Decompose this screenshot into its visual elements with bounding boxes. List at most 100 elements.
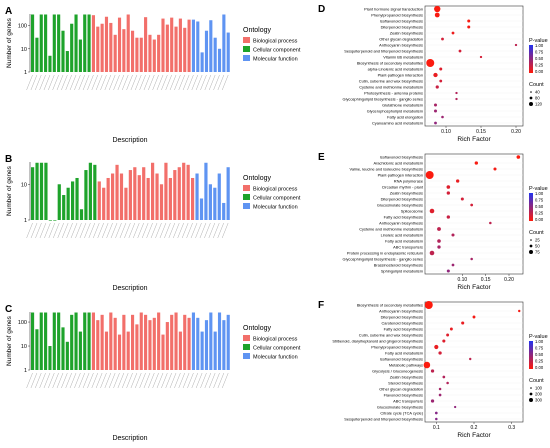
bar	[57, 184, 61, 220]
x-tick-label-glyph	[108, 372, 116, 389]
bar	[79, 209, 84, 220]
bar	[208, 184, 212, 220]
x-tick-label-glyph	[66, 222, 73, 239]
x-tick-label-glyph	[177, 222, 184, 239]
x-tick-label-glyph	[156, 372, 164, 389]
bar	[161, 334, 165, 370]
x-axis-title: Description	[112, 435, 147, 442]
count-legend-label: 100	[535, 386, 543, 391]
pvalue-tick-label: 0.50	[535, 56, 544, 61]
x-tick-label-glyph	[152, 74, 159, 91]
x-tick-label-glyph	[117, 74, 125, 91]
bar	[96, 320, 100, 370]
term-label: Sesquiterpenoid and triterpenoid biosynt…	[344, 49, 423, 54]
x-tick-label-glyph	[135, 372, 142, 389]
term-label: Protein processing in endoplasmic reticu…	[347, 251, 423, 256]
bar	[209, 312, 213, 370]
x-tick-label-glyph	[43, 74, 51, 91]
term-label: Glucosinolate biosynthesis	[377, 405, 423, 410]
x-tick-label-glyph	[75, 222, 82, 239]
term-label: Plant-pathogen interaction	[378, 173, 423, 178]
pvalue-tick-label: 1.00	[535, 191, 544, 196]
term-label: Glucosinolate biosynthesis	[377, 203, 423, 208]
x-tick-label-glyph	[74, 372, 81, 389]
term-label: Cutin, suberine and wax biosynthesis	[359, 333, 423, 338]
bar	[165, 24, 169, 72]
enrichment-dot	[446, 215, 451, 219]
enrichment-dot	[439, 79, 443, 83]
bar	[157, 34, 161, 72]
term-label: Diterpenoid biosynthesis	[381, 315, 423, 320]
enrichment-dot	[454, 405, 457, 409]
enrichment-dot	[455, 91, 458, 95]
y-tick-label: 1	[24, 368, 27, 374]
term-label: Anthocyanin biosynthesis	[379, 309, 423, 314]
bar	[161, 18, 165, 73]
term-label: Citrate cycle (TCA cycle)	[380, 411, 423, 416]
x-tick-label-glyph	[52, 74, 59, 91]
bar	[222, 320, 226, 370]
legend-swatch	[243, 185, 250, 191]
x-tick-label-glyph	[165, 372, 172, 389]
bar	[213, 187, 217, 220]
x-tick-label-glyph	[106, 222, 113, 239]
enrichment-dot	[446, 381, 449, 385]
y-tick-label: 10	[21, 182, 27, 188]
enrichment-dot	[442, 339, 446, 343]
bar	[222, 202, 226, 220]
x-tick-label-glyph	[161, 74, 168, 91]
bar	[126, 14, 130, 72]
x-tick-label-glyph	[61, 222, 69, 239]
pvalue-legend-title: P-value	[529, 334, 548, 340]
x-tick-label-glyph	[35, 372, 42, 389]
x-tick-label-glyph	[30, 372, 38, 389]
x-tick-label-glyph	[65, 372, 72, 389]
legend-label: Molecular function	[253, 355, 298, 361]
bar	[133, 167, 137, 220]
legend-label: Cellular component	[253, 196, 301, 202]
term-label: Fatty acid metabolism	[385, 239, 423, 244]
bar	[183, 314, 187, 370]
term-label: Stilbenoid, diarylheptanoid and gingerol…	[332, 339, 423, 344]
enrichment-dot	[474, 161, 479, 165]
term-label: ABC transporters	[393, 245, 423, 250]
enrichment-dot	[429, 208, 435, 214]
bar	[48, 220, 52, 221]
bar	[151, 162, 155, 220]
enrichment-dot	[434, 5, 441, 13]
x-tick-label-glyph	[124, 222, 131, 239]
x-tick-label-glyph	[159, 222, 167, 239]
bar	[93, 164, 97, 220]
panel-label: D	[318, 4, 325, 15]
enrichment-dot	[446, 191, 451, 195]
x-tick-label-glyph	[65, 74, 72, 91]
x-tick-label-glyph	[204, 74, 212, 91]
enrichment-dot	[493, 167, 497, 171]
bar	[39, 312, 43, 370]
enrichment-dot	[451, 233, 455, 237]
bar	[204, 320, 209, 370]
pvalue-legend-title: P-value	[529, 186, 548, 192]
enrichment-dot	[429, 250, 435, 256]
bar	[109, 22, 113, 73]
bar	[226, 32, 230, 72]
bar	[113, 34, 117, 72]
term-label: Fatty acid biosynthesis	[384, 327, 423, 332]
bar	[170, 314, 174, 370]
term-label: Phenylpropanoid biosynthesis	[371, 13, 423, 18]
x-tick-label-glyph	[95, 74, 103, 91]
bar	[186, 164, 190, 220]
x-tick-label-glyph	[104, 74, 112, 91]
term-label: Diterpenoid biosynthesis	[381, 197, 423, 202]
bar	[62, 195, 66, 220]
enrichment-dot	[472, 315, 476, 319]
x-tick-label-glyph	[56, 372, 64, 389]
term-label: Metabolic pathways	[389, 363, 423, 368]
x-tick-label-glyph	[174, 372, 181, 389]
term-label: Flavonoid biosynthesis	[384, 393, 423, 398]
enrichment-dot	[458, 49, 462, 53]
enrichment-dot	[437, 239, 441, 243]
bar	[217, 312, 222, 370]
